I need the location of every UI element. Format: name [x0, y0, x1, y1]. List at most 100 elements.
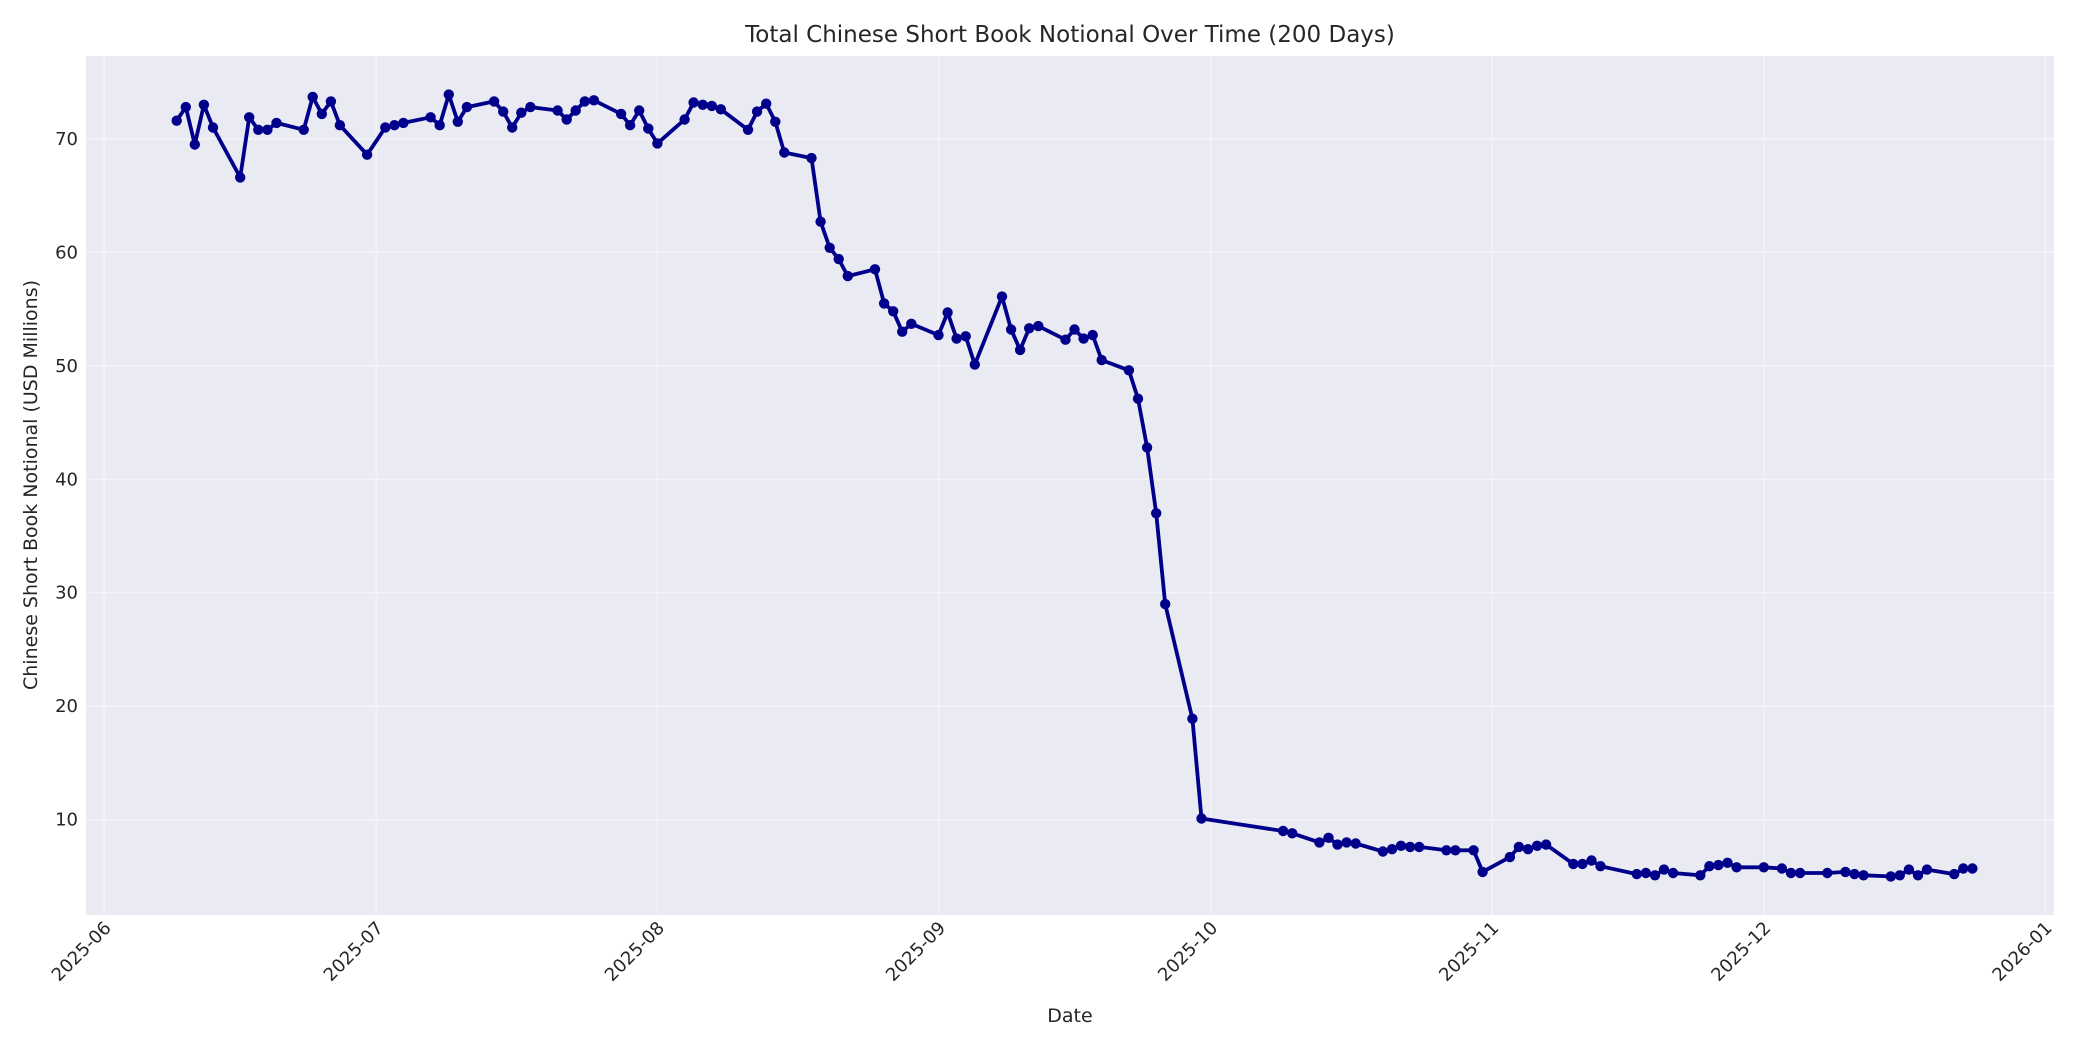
- data-point-marker: [1885, 871, 1897, 882]
- data-point-marker: [507, 122, 518, 133]
- data-point-marker: [833, 253, 844, 265]
- data-point-marker: [906, 318, 917, 329]
- data-point-marker: [1531, 840, 1543, 851]
- data-point-marker: [1395, 840, 1407, 851]
- data-point-marker: [498, 106, 509, 117]
- data-point-marker: [180, 101, 191, 113]
- y-tick-label: 30: [55, 583, 78, 604]
- data-point-marker: [878, 298, 890, 309]
- data-point-marker: [1921, 864, 1933, 875]
- data-point-marker: [751, 106, 763, 117]
- data-point-marker: [706, 100, 717, 112]
- data-point-marker: [334, 120, 346, 131]
- data-point-marker: [298, 124, 309, 135]
- data-point-marker: [1513, 841, 1525, 853]
- data-point-marker: [1414, 841, 1425, 853]
- data-point-marker: [1441, 845, 1452, 856]
- data-point-marker: [996, 291, 1008, 302]
- data-series: [171, 89, 1978, 882]
- x-tick-label: 2026-01: [1988, 918, 2056, 986]
- data-point-marker: [1287, 828, 1298, 839]
- data-point-marker: [1967, 863, 1978, 874]
- data-point-marker: [697, 99, 708, 111]
- x-tick-label: 2025-06: [48, 918, 116, 986]
- data-point-marker: [1141, 442, 1153, 453]
- data-point-marker: [770, 116, 781, 128]
- data-point-marker: [380, 122, 391, 133]
- y-tick-label: 10: [55, 810, 78, 831]
- data-point-marker: [235, 172, 246, 183]
- data-point-marker: [1323, 832, 1334, 843]
- data-point-marker: [434, 120, 445, 131]
- data-point-marker: [1377, 846, 1389, 857]
- data-point-marker: [1649, 870, 1661, 881]
- data-point-marker: [1776, 863, 1788, 874]
- data-point-marker: [552, 105, 563, 116]
- data-point-marker: [1586, 855, 1597, 866]
- data-point-marker: [715, 104, 726, 115]
- data-point-marker: [615, 108, 627, 120]
- data-point-marker: [525, 101, 536, 113]
- data-point-marker: [425, 112, 436, 123]
- data-point-marker: [262, 124, 273, 135]
- data-point-marker: [1912, 870, 1924, 881]
- y-tick-label: 50: [55, 356, 78, 377]
- data-point-marker: [271, 117, 282, 129]
- data-point-marker: [398, 117, 409, 129]
- data-point-marker: [1577, 858, 1588, 870]
- data-point-marker: [1731, 862, 1742, 873]
- data-point-marker: [1840, 866, 1851, 878]
- data-point-marker: [1704, 861, 1715, 872]
- plot-area: [86, 56, 2054, 915]
- data-point-marker: [1667, 867, 1679, 879]
- data-point-marker: [815, 216, 826, 227]
- data-point-marker: [189, 139, 200, 150]
- data-point-marker: [171, 115, 182, 126]
- chart-title: Total Chinese Short Book Notional Over T…: [744, 22, 1395, 48]
- data-point-marker: [1023, 323, 1035, 334]
- data-point-marker: [624, 120, 636, 131]
- data-point-marker: [1477, 866, 1488, 878]
- data-point-marker: [579, 96, 590, 107]
- data-point-marker: [806, 152, 817, 164]
- data-point-marker: [361, 149, 373, 160]
- data-point-marker: [1151, 508, 1162, 519]
- data-point-marker: [1005, 324, 1017, 335]
- data-point-marker: [1504, 851, 1516, 863]
- data-point-marker: [1014, 344, 1026, 356]
- x-tick-label: 2025-07: [320, 918, 388, 986]
- data-point-marker: [461, 101, 473, 113]
- data-point-marker: [679, 114, 690, 125]
- data-point-marker: [244, 112, 255, 123]
- data-point-marker: [1822, 867, 1833, 879]
- x-axis-ticks: 2025-06 2025-07 2025-08 2025-09 2025-10 2025-…: [48, 918, 2057, 986]
- data-point-marker: [779, 147, 790, 158]
- data-point-marker: [307, 91, 318, 103]
- y-tick-label: 70: [55, 129, 78, 150]
- data-point-marker: [1187, 713, 1198, 724]
- x-tick-label: 2025-10: [1154, 918, 1222, 986]
- y-tick-label: 20: [55, 696, 78, 717]
- data-point-marker: [1540, 839, 1552, 850]
- data-point-marker: [1631, 868, 1643, 880]
- data-point-marker: [1060, 334, 1071, 345]
- data-point-marker: [570, 105, 581, 116]
- data-point-marker: [652, 138, 663, 149]
- data-point-marker: [897, 326, 908, 337]
- data-point-marker: [643, 123, 654, 134]
- data-point-marker: [1332, 839, 1343, 850]
- data-point-marker: [253, 124, 264, 135]
- data-point-marker: [1196, 813, 1207, 824]
- data-point-marker: [1350, 838, 1361, 849]
- data-point-marker: [561, 114, 572, 125]
- x-tick-label: 2025-09: [882, 918, 950, 986]
- y-axis-ticks: 10 20 30 40 50 60 70: [55, 129, 78, 831]
- y-axis-label: Chinese Short Book Notional (USD Million…: [20, 280, 42, 690]
- data-point-marker: [869, 264, 881, 275]
- data-point-marker: [960, 331, 971, 342]
- data-point-marker: [1314, 837, 1325, 848]
- data-point-marker: [1713, 859, 1724, 871]
- data-point-marker: [1722, 857, 1733, 868]
- data-point-marker: [969, 359, 980, 370]
